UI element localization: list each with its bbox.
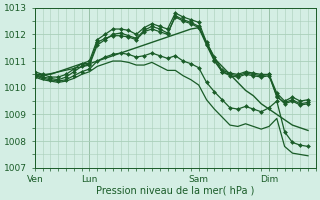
X-axis label: Pression niveau de la mer( hPa ): Pression niveau de la mer( hPa ) xyxy=(96,186,254,196)
